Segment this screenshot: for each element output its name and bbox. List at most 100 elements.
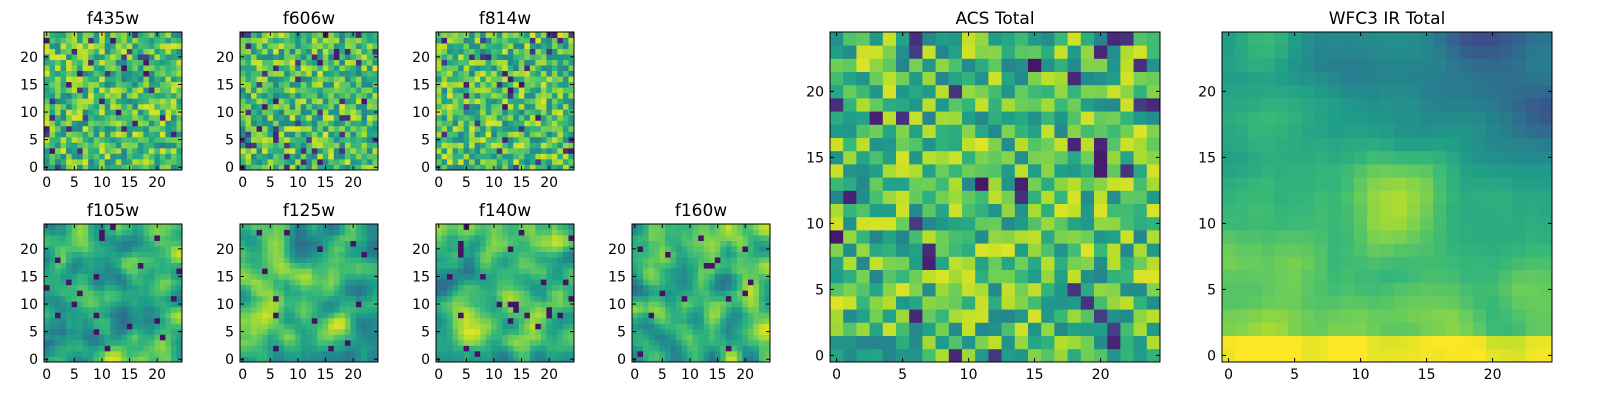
heatmap-cell [273,65,280,72]
heatmap-cell [1080,164,1095,178]
heatmap-cell [306,356,313,363]
heatmap-cell [99,43,106,49]
heatmap-cell [535,147,542,154]
heatmap-cell [452,76,459,83]
heatmap-cell [267,295,274,302]
heatmap-cell [551,54,558,60]
heatmap-cell [176,70,183,77]
heatmap-cell [709,251,716,258]
heatmap-cell [328,37,335,44]
heatmap-cell [88,268,95,275]
heatmap-cell [535,262,542,269]
heatmap-cell [355,284,362,291]
heatmap-cell [692,268,699,275]
heatmap-cell [540,257,547,264]
heatmap-cell [507,142,514,149]
heatmap-cell [77,103,84,110]
heatmap-cell [1028,177,1042,191]
heatmap-cell [278,273,285,280]
heatmap-cell [922,322,936,336]
heatmap-cell [355,103,362,110]
heatmap-cell [725,339,732,346]
heatmap-cell [513,81,520,88]
heatmap-cell [764,350,771,357]
heatmap-cell [333,120,340,127]
heatmap-cell [104,229,111,236]
heatmap-cell [513,164,520,171]
heatmap-cell [764,290,771,297]
heatmap-cell [518,54,525,60]
heatmap-cell [273,114,280,121]
heatmap-cell [328,224,335,230]
heatmap-cell [289,257,296,264]
heatmap-cell [99,279,106,286]
heatmap-cell [355,279,362,286]
heatmap-cell [344,59,351,66]
heatmap-cell [148,70,155,77]
heatmap-cell [317,125,324,132]
heatmap-cell [551,70,558,77]
heatmap-cell [126,87,133,94]
heatmap-cell [637,235,644,241]
heatmap-cell [1014,269,1029,284]
heatmap-cell [485,65,492,72]
heatmap-cell [753,339,760,346]
heatmap-cell [480,65,487,72]
heatmap-cell [93,98,100,105]
heatmap-cell [502,158,509,165]
heatmap-cell [110,339,117,346]
heatmap-cell [126,125,133,132]
heatmap-cell [714,262,721,269]
heatmap-cell [311,43,318,49]
heatmap-cell [447,81,453,88]
heatmap-cell [830,216,844,231]
heatmap-cell [110,76,117,83]
heatmap-cell [71,131,78,138]
heatmap-cell [104,251,111,258]
heatmap-cell [452,350,459,357]
heatmap-cell [441,356,448,363]
heatmap-cell [654,323,660,330]
heatmap-cell [262,301,268,308]
heatmap-cell [245,43,252,49]
heatmap-cell [502,87,509,94]
heatmap-cell [681,328,688,335]
heatmap-cell [344,246,351,252]
heatmap-cell [300,251,307,258]
heatmap-cell [300,136,307,143]
heatmap-cell [452,224,459,230]
heatmap-cell [165,339,172,346]
heatmap-cell [1014,296,1029,310]
heatmap-cell [988,335,1002,350]
heatmap-cell [518,76,525,83]
heatmap-cell [529,37,536,44]
heatmap-cell [165,229,172,236]
heatmap-cell [441,59,448,66]
heatmap-cell [643,229,649,236]
heatmap-cell [273,301,280,308]
heatmap-cell [372,120,379,127]
heatmap-cell [170,103,177,110]
heatmap-cell [524,125,531,132]
heatmap-cell [753,284,760,291]
heatmap-cell [568,76,575,83]
heatmap-cell [676,350,683,357]
heatmap-cell [289,246,296,252]
heatmap-cell [99,136,106,143]
heatmap-cell [251,114,257,121]
heatmap-cell [132,273,139,280]
heatmap-cell [77,32,84,38]
heatmap-cell [93,306,100,313]
heatmap-cell [284,81,291,88]
heatmap-cell [502,273,509,280]
heatmap-cell [463,345,470,352]
heatmap-cell [546,92,553,99]
heatmap-cell [132,224,139,230]
heatmap-cell [339,328,346,335]
heatmap-cell [361,328,368,335]
heatmap-cell [300,48,307,55]
heatmap-cell [333,131,340,138]
heatmap-cell [975,203,989,218]
heatmap-cell [551,158,558,165]
heatmap-cell [753,334,760,341]
